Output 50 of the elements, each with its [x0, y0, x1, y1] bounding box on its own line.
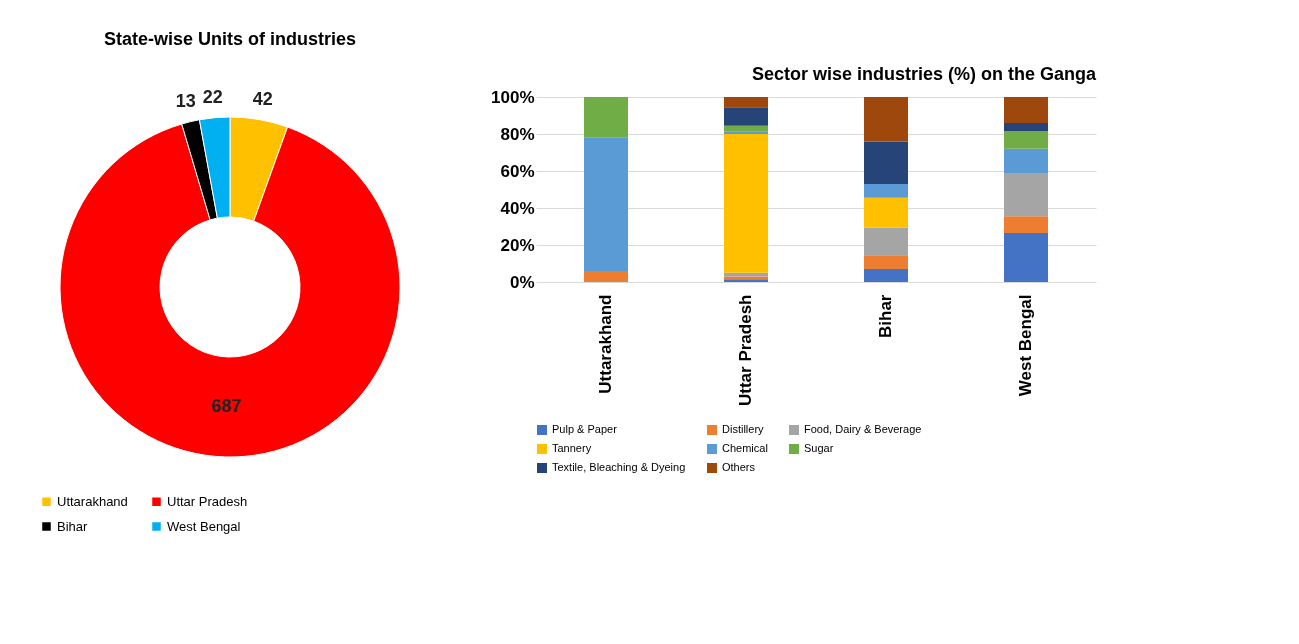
- bar: [724, 125, 768, 132]
- y-tick-label: 40%: [500, 198, 535, 218]
- bar: [864, 255, 908, 270]
- bar: [1004, 122, 1048, 132]
- legend-label: Textile, Bleaching & Dyeing: [552, 461, 686, 473]
- bar: [864, 227, 908, 256]
- legend-label: Uttarakhand: [57, 493, 128, 509]
- bar: [724, 134, 768, 273]
- legend-label: Tannery: [552, 442, 592, 454]
- bar: [864, 141, 908, 184]
- bar: [724, 97, 768, 108]
- bar: [864, 269, 908, 282]
- bar: [724, 131, 768, 134]
- legend-label: West Bengal: [167, 518, 241, 534]
- y-tick-label: 60%: [500, 161, 535, 181]
- bar: [584, 137, 628, 271]
- bar: [1004, 216, 1048, 233]
- data-label: 13: [175, 91, 196, 112]
- y-tick-label: 20%: [500, 235, 535, 255]
- x-tick-label: Uttar Pradesh: [736, 294, 755, 406]
- legend-label: Chemical: [722, 442, 768, 454]
- bar: [724, 107, 768, 126]
- bar: [1004, 173, 1048, 217]
- legend-label: Bihar: [57, 518, 89, 534]
- y-tick-label: 100%: [491, 87, 535, 107]
- bar: [1004, 97, 1048, 123]
- bar: [584, 97, 628, 138]
- chart-title: State-wise Units of industries: [103, 28, 357, 49]
- legend-label: Uttar Pradesh: [167, 493, 248, 509]
- chart-title: Sector wise industries (%) on the Ganga: [751, 64, 1097, 84]
- bar: [1004, 232, 1048, 282]
- legend-label: Sugar: [804, 442, 834, 454]
- y-tick-label: 80%: [500, 124, 535, 144]
- data-label: 42: [252, 88, 273, 109]
- x-tick-label: Bihar: [876, 294, 895, 338]
- bar: [1004, 131, 1048, 149]
- bar: [864, 197, 908, 228]
- legend-label: Others: [722, 461, 756, 473]
- bar: [864, 97, 908, 142]
- legend-label: Distillery: [722, 423, 765, 435]
- bar: [864, 183, 908, 198]
- legend-label: Food, Dairy & Beverage: [804, 423, 922, 435]
- data-label: 687: [211, 395, 242, 416]
- legend-label: Pulp & Paper: [552, 423, 618, 435]
- y-tick-label: 0%: [509, 272, 535, 292]
- bar: [584, 270, 628, 282]
- bar: [1004, 148, 1048, 174]
- x-tick-label: Uttarakhand: [596, 294, 615, 394]
- data-label: 22: [202, 86, 223, 107]
- x-tick-label: West Bengal: [1016, 294, 1035, 397]
